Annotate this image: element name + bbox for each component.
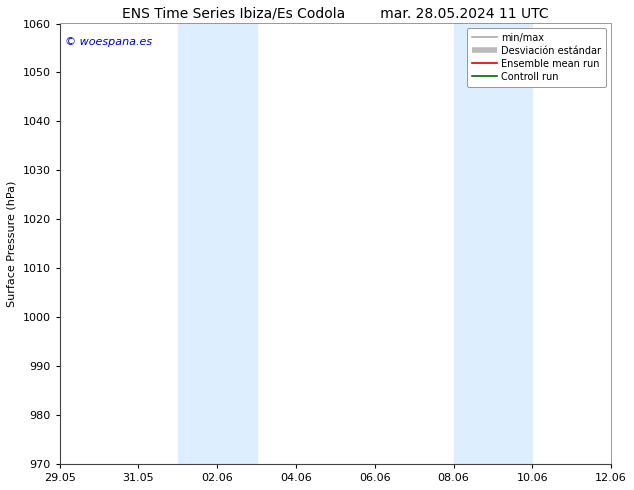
Text: © woespana.es: © woespana.es: [65, 37, 152, 47]
Bar: [453, 24, 533, 464]
Y-axis label: Surface Pressure (hPa): Surface Pressure (hPa): [7, 181, 17, 307]
Bar: [178, 24, 257, 464]
Legend: min/max, Desviación estándar, Ensemble mean run, Controll run: min/max, Desviación estándar, Ensemble m…: [467, 28, 606, 87]
Title: ENS Time Series Ibiza/Es Codola        mar. 28.05.2024 11 UTC: ENS Time Series Ibiza/Es Codola mar. 28.…: [122, 7, 549, 21]
